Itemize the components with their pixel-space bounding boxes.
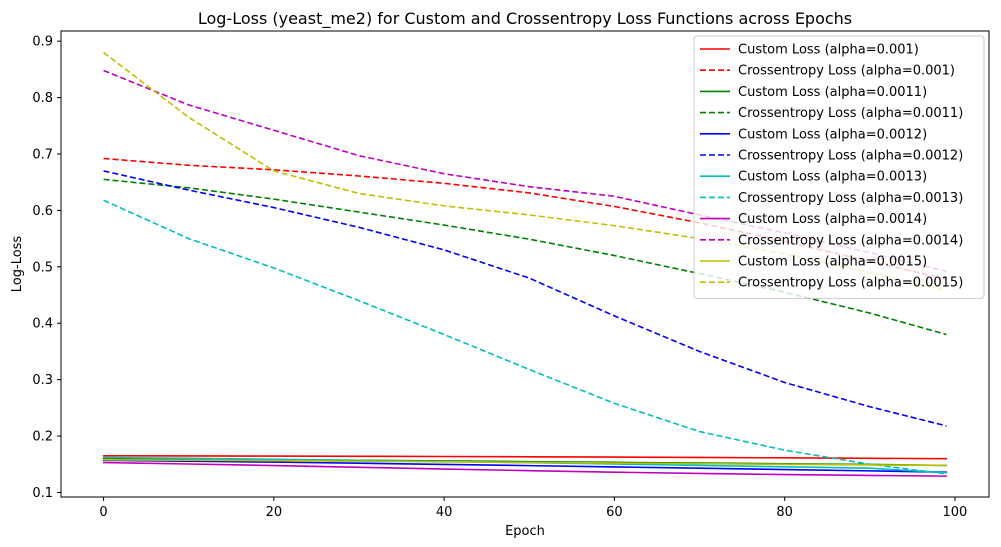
series-line-1: [102, 455, 948, 460]
legend: Custom Loss (alpha=0.001) Crossentropy Lo…: [693, 35, 985, 299]
x-tick-label: 40: [436, 505, 453, 520]
series-line-8: [103, 199, 947, 475]
legend-label-3: Custom Loss (alpha=0.0011): [738, 85, 927, 100]
y-tick-label: 0.8: [32, 91, 53, 106]
legend-label-9: Custom Loss (alpha=0.0014): [738, 212, 927, 227]
y-tick-label: 0.6: [32, 204, 53, 219]
legend-box: [693, 35, 985, 299]
x-axis: 0 20 40 60 80 100: [99, 497, 967, 520]
legend-label-5: Custom Loss (alpha=0.0012): [738, 127, 927, 142]
series-line-6: [103, 170, 947, 427]
y-tick-label: 0.2: [32, 430, 53, 445]
legend-label-11: Custom Loss (alpha=0.0015): [738, 255, 927, 270]
series-line-4: [103, 178, 947, 336]
y-tick-label: 0.4: [32, 317, 53, 332]
legend-label-6: Crossentropy Loss (alpha=0.0012): [738, 149, 963, 164]
legend-label-4: Crossentropy Loss (alpha=0.0011): [738, 106, 963, 121]
x-axis-title: Epoch: [505, 524, 545, 539]
chart-title: Log-Loss (yeast_me2) for Custom and Cros…: [198, 9, 852, 29]
legend-label-12: Crossentropy Loss (alpha=0.0015): [738, 276, 963, 291]
plot-frame: [60, 30, 990, 498]
legend-label-10: Crossentropy Loss (alpha=0.0014): [738, 233, 963, 248]
legend-label-7: Custom Loss (alpha=0.0013): [738, 170, 927, 185]
legend-label-8: Crossentropy Loss (alpha=0.0013): [738, 191, 963, 206]
x-tick-label: 100: [943, 505, 968, 520]
series-line-5: [102, 459, 948, 473]
y-tick-label: 0.5: [32, 260, 53, 275]
series-group: [102, 51, 948, 477]
legend-label-1: Custom Loss (alpha=0.001): [738, 43, 919, 58]
y-axis-title: Log-Loss: [10, 236, 25, 293]
y-tick-label: 0.3: [32, 373, 53, 388]
y-axis: 0.1 0.2 0.3 0.4 0.5 0.6 0.7 0.8 0.9: [32, 35, 61, 501]
x-tick-label: 0: [99, 505, 107, 520]
legend-label-2: Crossentropy Loss (alpha=0.001): [738, 64, 955, 79]
series-line-11: [102, 458, 948, 467]
plot-area: [60, 30, 990, 498]
x-tick-label: 20: [266, 505, 283, 520]
y-tick-label: 0.9: [32, 35, 53, 50]
y-tick-label: 0.7: [32, 147, 53, 162]
series-line-12: [103, 51, 947, 292]
y-tick-label: 0.1: [32, 486, 53, 501]
x-tick-label: 80: [776, 505, 793, 520]
series-line-9: [102, 461, 948, 477]
x-tick-label: 60: [606, 505, 623, 520]
